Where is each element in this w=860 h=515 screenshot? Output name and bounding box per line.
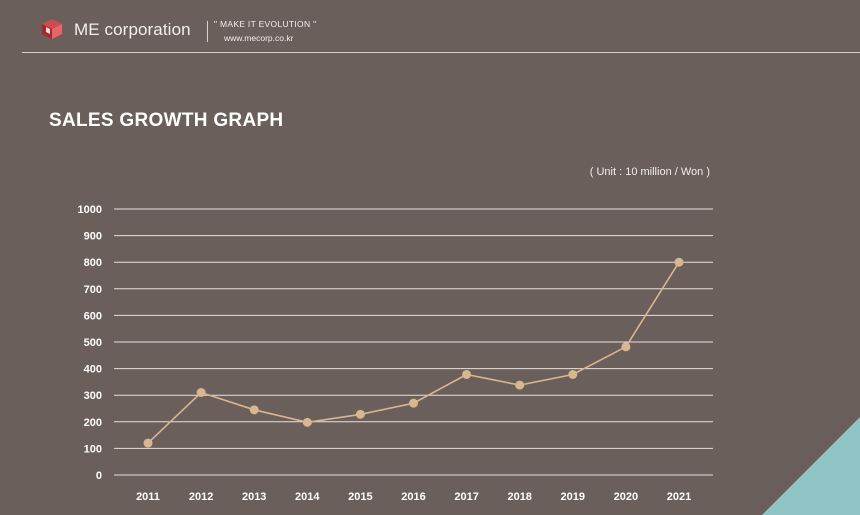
y-axis-ticks: 0 100 200 300 400 500 600 700 800 900 1000 — [78, 204, 102, 482]
company-logo-icon — [42, 19, 62, 39]
corner-accent — [762, 417, 860, 515]
x-tick-label: 2020 — [614, 491, 638, 503]
y-tick-label: 600 — [84, 310, 102, 322]
y-tick-label: 0 — [96, 470, 102, 482]
y-tick-label: 1000 — [78, 204, 102, 216]
data-point-2011 — [143, 438, 153, 448]
x-tick-label: 2013 — [242, 491, 266, 503]
x-tick-label: 2014 — [295, 491, 320, 503]
slogan: " MAKE IT EVOLUTION " — [214, 19, 317, 29]
data-point-2017 — [462, 369, 472, 379]
x-tick-label: 2019 — [561, 491, 585, 503]
chart-gridlines — [114, 208, 713, 476]
website: www.mecorp.co.kr — [224, 33, 294, 43]
company-name: ME corporation — [74, 20, 191, 39]
y-tick-label: 800 — [84, 257, 102, 269]
header: ME corporation " MAKE IT EVOLUTION " www… — [0, 0, 860, 54]
y-tick-label: 400 — [84, 364, 102, 376]
x-tick-label: 2018 — [507, 491, 531, 503]
unit-label: ( Unit : 10 million / Won ) — [589, 166, 710, 178]
page-title: SALES GROWTH GRAPH — [49, 110, 284, 131]
x-tick-label: 2015 — [348, 491, 372, 503]
data-point-2018 — [515, 380, 525, 390]
data-point-2013 — [249, 405, 259, 415]
y-tick-label: 200 — [84, 417, 102, 429]
data-point-2015 — [355, 409, 365, 419]
x-axis-ticks: 2011 2012 2013 2014 2015 2016 2017 2018 2019 2020… — [136, 491, 691, 503]
sales-series — [143, 257, 684, 448]
data-point-2012 — [196, 388, 206, 398]
header-rule — [22, 52, 860, 53]
header-divider — [207, 21, 208, 42]
series-line — [147, 261, 680, 444]
x-tick-label: 2012 — [189, 491, 213, 503]
x-tick-label: 2021 — [667, 491, 691, 503]
x-tick-label: 2016 — [401, 491, 425, 503]
x-tick-label: 2017 — [454, 491, 478, 503]
data-point-2019 — [568, 369, 578, 379]
data-point-2020 — [621, 342, 631, 352]
y-tick-label: 300 — [84, 390, 102, 402]
y-tick-label: 900 — [84, 231, 102, 243]
data-point-2014 — [302, 417, 312, 427]
x-tick-label: 2011 — [136, 491, 160, 503]
y-tick-label: 100 — [84, 443, 102, 455]
y-tick-label: 500 — [84, 337, 102, 349]
data-point-2016 — [409, 398, 418, 408]
data-point-2021 — [674, 257, 684, 267]
y-tick-label: 700 — [84, 284, 102, 296]
